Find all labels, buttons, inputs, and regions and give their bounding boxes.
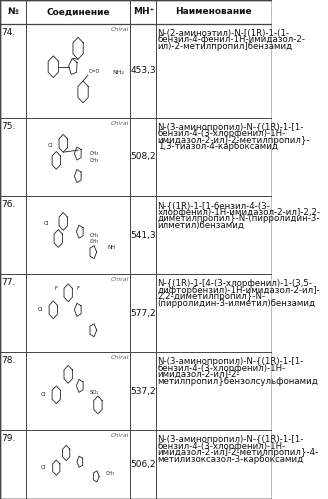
Text: Chiral: Chiral xyxy=(111,27,129,32)
Text: хлорфенил)-1H-имидазол-2-ил]-2,2-: хлорфенил)-1H-имидазол-2-ил]-2,2- xyxy=(157,208,321,217)
Text: Chiral: Chiral xyxy=(111,121,129,126)
Text: CH₃: CH₃ xyxy=(90,240,99,245)
Text: N-{(1R)-1-[1-бензил-4-(3-: N-{(1R)-1-[1-бензил-4-(3- xyxy=(157,201,270,210)
Text: метилизоксазол-3-карбоксамид: метилизоксазол-3-карбоксамид xyxy=(157,455,304,464)
Text: NH₂: NH₂ xyxy=(113,70,125,75)
Text: MH⁺: MH⁺ xyxy=(133,7,154,16)
Text: Cl: Cl xyxy=(41,465,46,470)
Text: N-(3-аминопропил)-N-{(1R)-1-[1-: N-(3-аминопропил)-N-{(1R)-1-[1- xyxy=(157,435,304,445)
Text: F: F xyxy=(55,286,58,291)
Text: 2,2-диметилпропил}-N-: 2,2-диметилпропил}-N- xyxy=(157,292,266,301)
Text: 75.: 75. xyxy=(1,122,16,131)
Text: NH: NH xyxy=(108,245,116,250)
Text: Cl: Cl xyxy=(44,221,49,226)
Text: 577,2: 577,2 xyxy=(131,309,156,318)
Text: C=O: C=O xyxy=(89,69,100,74)
Text: илметил)бензамид: илметил)бензамид xyxy=(157,221,245,230)
Text: бензил-4-фенил-1H-имидазол-2-: бензил-4-фенил-1H-имидазол-2- xyxy=(157,35,306,44)
Text: Chiral: Chiral xyxy=(111,355,129,360)
Text: 453,3: 453,3 xyxy=(131,66,156,75)
Text: Наименование: Наименование xyxy=(175,7,252,16)
Text: 537,2: 537,2 xyxy=(131,387,156,396)
Text: N-(3-аминопропил)-N-{(1R)-1-[1-: N-(3-аминопропил)-N-{(1R)-1-[1- xyxy=(157,357,304,366)
Text: Cl: Cl xyxy=(41,392,46,397)
Bar xyxy=(0,0,272,24)
Text: Chiral: Chiral xyxy=(111,433,129,439)
Text: CH₃: CH₃ xyxy=(90,233,99,238)
Text: дифторбензил)-1H-имидазол-2-ил]-: дифторбензил)-1H-имидазол-2-ил]- xyxy=(157,285,320,294)
Text: бензил-4-(3-хлорфенил)-1H-: бензил-4-(3-хлорфенил)-1H- xyxy=(157,129,286,138)
Text: CH₃: CH₃ xyxy=(90,151,99,156)
Text: F: F xyxy=(76,286,80,291)
Text: №: № xyxy=(8,7,18,16)
Text: Соединение: Соединение xyxy=(46,7,110,16)
Text: 78.: 78. xyxy=(1,356,16,365)
Text: имидазол-2-ил]-2-: имидазол-2-ил]-2- xyxy=(157,370,240,379)
Text: ил)-2-метилпропил]бензамид: ил)-2-метилпропил]бензамид xyxy=(157,42,293,51)
Text: N-{(1R)-1-[4-(3-хлорфенил)-1-(3,5-: N-{(1R)-1-[4-(3-хлорфенил)-1-(3,5- xyxy=(157,279,313,288)
Text: 508,2: 508,2 xyxy=(131,153,156,162)
Text: 74.: 74. xyxy=(1,28,16,37)
Text: имидазол-2-ил]-2-метилпропил}-: имидазол-2-ил]-2-метилпропил}- xyxy=(157,136,310,145)
Text: бензил-4-(3-хлорфенил)-1H-: бензил-4-(3-хлорфенил)-1H- xyxy=(157,442,286,451)
Text: SO₂: SO₂ xyxy=(90,390,99,395)
Text: метилпропил}бензолсульфонамид: метилпропил}бензолсульфонамид xyxy=(157,377,318,386)
Text: CH₃: CH₃ xyxy=(90,158,99,163)
Text: (пирролидин-3-илметил)бензамид: (пирролидин-3-илметил)бензамид xyxy=(157,298,316,307)
Text: N-(2-аминоэтил)-N-[(1R)-1-(1-: N-(2-аминоэтил)-N-[(1R)-1-(1- xyxy=(157,29,290,38)
Text: N-(3-аминопропил)-N-{(1R)-1-[1-: N-(3-аминопропил)-N-{(1R)-1-[1- xyxy=(157,123,304,132)
Text: 79.: 79. xyxy=(1,434,16,444)
Text: Cl: Cl xyxy=(48,143,53,148)
Text: 541,3: 541,3 xyxy=(131,231,156,240)
Text: Cl: Cl xyxy=(38,307,43,312)
Text: CH₃: CH₃ xyxy=(106,471,115,476)
Text: имидазол-2-ил]-2-метилпропил}-4-: имидазол-2-ил]-2-метилпропил}-4- xyxy=(157,448,319,458)
Text: 506,2: 506,2 xyxy=(131,460,156,469)
Text: бензил-4-(3-хлорфенил)-1H-: бензил-4-(3-хлорфенил)-1H- xyxy=(157,364,286,373)
Text: 76.: 76. xyxy=(1,200,16,209)
Text: диметилпропил}-N-(пирролидин-3-: диметилпропил}-N-(пирролидин-3- xyxy=(157,214,320,223)
Text: Chiral: Chiral xyxy=(111,277,129,282)
Text: 77.: 77. xyxy=(1,278,16,287)
Text: 1,3-тиазол-4-карбоксамид: 1,3-тиазол-4-карбоксамид xyxy=(157,142,277,151)
